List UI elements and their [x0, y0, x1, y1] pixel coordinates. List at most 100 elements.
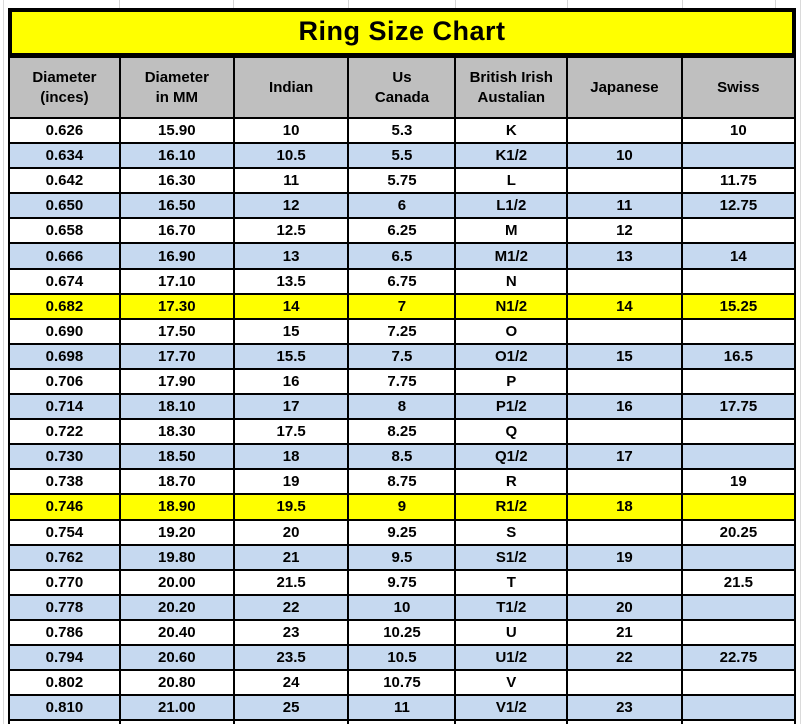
table-row: 0.786 20.40 23 10.25 U 21	[8, 618, 797, 646]
cell: 20.20	[118, 593, 235, 621]
cell: O1/2	[454, 342, 569, 370]
cell	[680, 367, 797, 396]
cell: 17.30	[118, 292, 235, 320]
cell: 0.658	[8, 217, 121, 245]
cell: 17	[232, 393, 350, 421]
cell	[680, 418, 797, 446]
cell: 21.5	[232, 568, 350, 596]
gridline	[233, 0, 234, 8]
cell: 7	[347, 292, 457, 320]
cell: 17.10	[118, 267, 235, 295]
cell: T	[454, 568, 569, 596]
cell: 22.75	[680, 643, 797, 672]
cell: 25	[232, 694, 350, 722]
cell: 10.5	[232, 142, 350, 170]
cell: 6	[347, 192, 457, 220]
cell: 20	[566, 593, 683, 621]
table-row: 0.802 20.80 24 10.75 V	[8, 669, 797, 697]
cell	[680, 543, 797, 571]
table-row: 0.698 17.70 15.5 7.5 O1/2 15 16.5	[8, 342, 797, 370]
cell: 10.75	[347, 669, 457, 697]
cell: 0.666	[8, 242, 121, 270]
cell: 0.778	[8, 593, 121, 621]
cell: 22	[232, 593, 350, 621]
cell: 10	[566, 142, 683, 170]
cell: 10.25	[347, 618, 457, 646]
table-header: Diameter (inces) Diameter in MM Indian Us Cana…	[8, 55, 797, 119]
cell: 13	[566, 242, 683, 270]
cell	[566, 116, 683, 145]
cell: 16.5	[680, 342, 797, 370]
cell: 0.746	[8, 493, 121, 521]
cell: 8.5	[347, 443, 457, 471]
table-row: 0.770 20.00 21.5 9.75 T 21.5	[8, 568, 797, 596]
cell: 0.770	[8, 568, 121, 596]
cell: 19	[680, 468, 797, 496]
cell: 0.674	[8, 267, 121, 295]
cell: 5.5	[347, 142, 457, 170]
cell: 16.90	[118, 242, 235, 270]
cell: 24	[232, 669, 350, 697]
cell	[566, 367, 683, 396]
cell: 0.626	[8, 116, 121, 145]
table-row: 0.658 16.70 12.5 6.25 M 12	[8, 217, 797, 245]
cell	[566, 719, 683, 724]
cell	[118, 719, 235, 724]
table-row: 0.762 19.80 21 9.5 S1/2 19	[8, 543, 797, 571]
cell	[680, 719, 797, 724]
table-row: 0.738 18.70 19 8.75 R 19	[8, 468, 797, 496]
header-row: Diameter (inces) Diameter in MM Indian Us Cana…	[8, 55, 797, 119]
cell	[566, 418, 683, 446]
cell: 19	[232, 468, 350, 496]
cell	[680, 493, 797, 521]
cell: 9.75	[347, 568, 457, 596]
table-row: 0.690 17.50 15 7.25 O	[8, 317, 797, 345]
cell: 0.762	[8, 543, 121, 571]
cell: 15.90	[118, 116, 235, 145]
gridline	[775, 0, 776, 8]
table-row: 0.626 15.90 10 5.3 K 10	[8, 116, 797, 145]
cell	[8, 719, 121, 724]
column-header: Diameter in MM	[118, 55, 235, 119]
cell	[454, 719, 569, 724]
table-row: 0.722 18.30 17.5 8.25 Q	[8, 418, 797, 446]
cell: 19	[566, 543, 683, 571]
cell: 15	[232, 317, 350, 345]
cell: 17.70	[118, 342, 235, 370]
cell: 23	[566, 694, 683, 722]
cell	[680, 443, 797, 471]
cell: 9	[347, 493, 457, 521]
cell: 20.40	[118, 618, 235, 646]
cell: 0.754	[8, 518, 121, 546]
cell: 16.10	[118, 142, 235, 170]
cell	[680, 669, 797, 697]
cell	[680, 267, 797, 295]
cell: 6.75	[347, 267, 457, 295]
cell: 21.5	[680, 568, 797, 596]
cell: 10	[232, 116, 350, 145]
column-header: British Irish Austalian	[454, 55, 569, 119]
cell: 20	[232, 518, 350, 546]
table-row: 0.650 16.50 12 6 L1/2 11 12.75	[8, 192, 797, 220]
cell: 7.25	[347, 317, 457, 345]
cell: 6.25	[347, 217, 457, 245]
cell: 14	[566, 292, 683, 320]
cell: 19.20	[118, 518, 235, 546]
cell: R1/2	[454, 493, 569, 521]
cell: 0.634	[8, 142, 121, 170]
cell: 21.00	[118, 694, 235, 722]
cell: 18	[232, 443, 350, 471]
table-row: 0.794 20.60 23.5 10.5 U1/2 22 22.75	[8, 643, 797, 672]
cell: 14	[680, 242, 797, 270]
cell: 10	[347, 593, 457, 621]
cell: 7.75	[347, 367, 457, 396]
cell: 11	[347, 694, 457, 722]
cell: Q	[454, 418, 569, 446]
cell: 11	[232, 167, 350, 195]
cell: 5.75	[347, 167, 457, 195]
cell: 12	[232, 192, 350, 220]
cell: 16.50	[118, 192, 235, 220]
cell	[566, 317, 683, 345]
cell: 16	[232, 367, 350, 396]
